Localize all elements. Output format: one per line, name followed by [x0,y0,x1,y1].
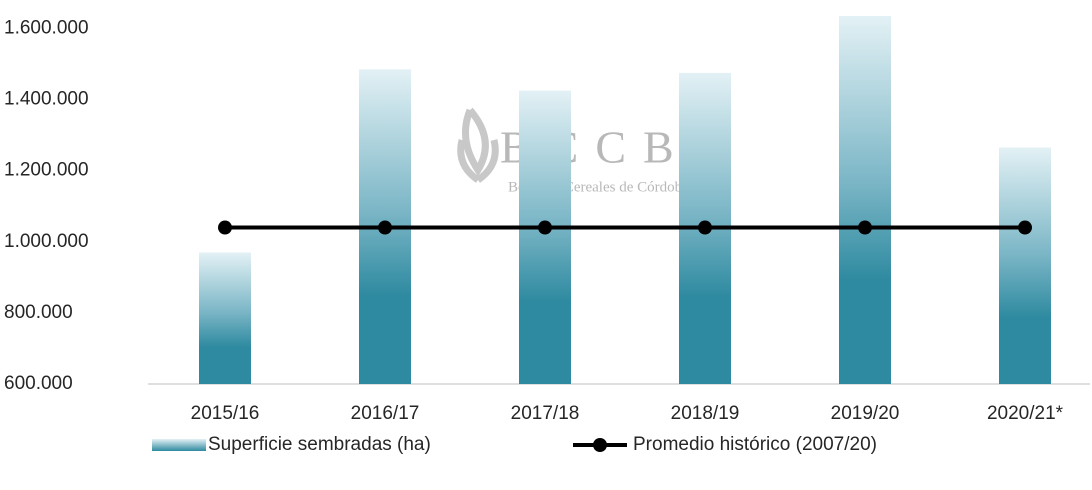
bar [839,16,891,384]
bar [199,252,251,384]
x-tick-label: 2016/17 [351,403,420,424]
x-tick-label: 2017/18 [511,403,580,424]
x-tick-label: 2019/20 [831,403,900,424]
watermark-icon [457,107,499,183]
bar [999,147,1051,384]
line-marker [378,220,392,235]
y-tick-label: 1.400.000 [4,89,89,110]
bar [519,90,571,385]
y-tick-label: 800.000 [4,302,73,323]
line-marker [1018,220,1032,235]
x-tick-label: 2015/16 [191,403,260,424]
legend-label: Promedio histórico (2007/20) [633,434,877,455]
line-marker [858,220,872,235]
y-tick-label: 1.200.000 [4,160,89,181]
legend-label: Superficie sembradas (ha) [208,434,431,455]
x-tick-label: 2020/21* [987,403,1064,424]
y-tick-label: 600.000 [4,373,73,394]
y-tick-label: 1.600.000 [4,17,89,38]
line-marker [218,220,232,235]
line-marker [538,220,552,235]
line-marker [698,220,712,235]
legend-marker [593,438,607,452]
x-tick-label: 2018/19 [671,403,740,424]
legend-swatch [152,439,206,451]
y-tick-label: 1.000.000 [4,231,89,252]
